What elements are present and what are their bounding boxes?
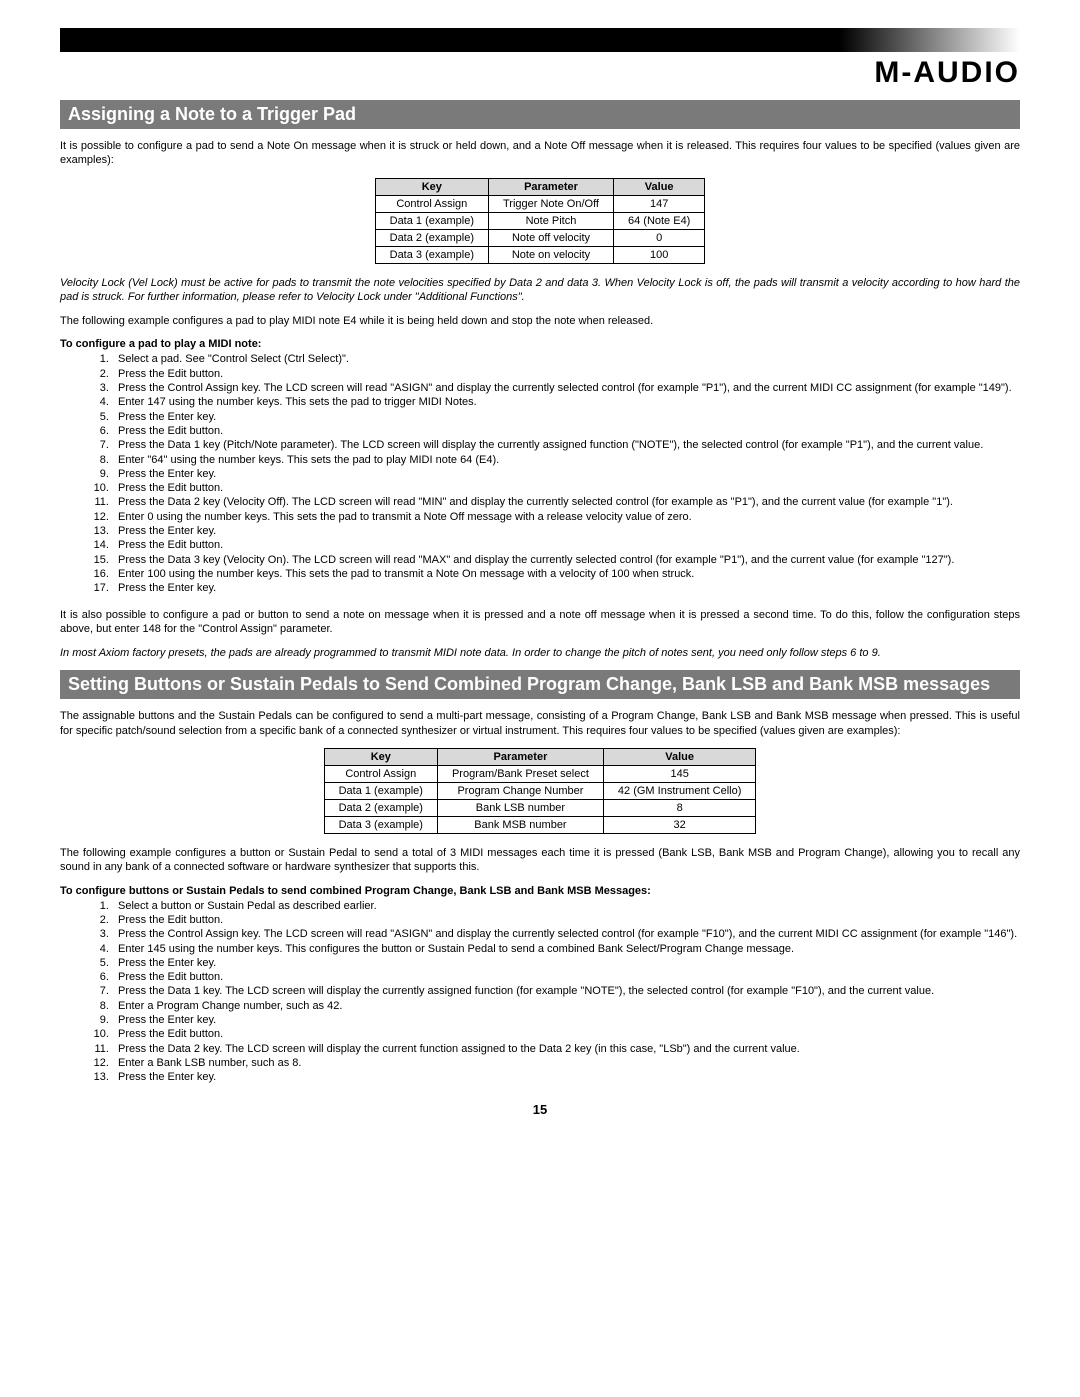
section2-instructions-heading: To configure buttons or Sustain Pedals t…: [60, 885, 1020, 897]
instruction-step: Press the Data 2 key (Velocity Off). The…: [112, 495, 1020, 509]
instruction-step: Press the Data 2 key. The LCD screen wil…: [112, 1042, 1020, 1056]
table-row: Control AssignProgram/Bank Preset select…: [324, 766, 756, 783]
section2-parameter-table: KeyParameterValue Control AssignProgram/…: [324, 748, 757, 834]
section2-steps-list: Select a button or Sustain Pedal as desc…: [60, 899, 1020, 1085]
section1-parameter-table: KeyParameterValue Control AssignTrigger …: [375, 178, 706, 264]
table-cell: Bank LSB number: [437, 800, 603, 817]
table-header-cell: Value: [603, 749, 755, 766]
instruction-step: Press the Edit button.: [112, 367, 1020, 381]
section1-instructions-heading: To configure a pad to play a MIDI note:: [60, 338, 1020, 350]
section1-example-intro: The following example configures a pad t…: [60, 314, 1020, 328]
section1-intro: It is possible to configure a pad to sen…: [60, 139, 1020, 168]
table-row: Data 2 (example)Note off velocity0: [375, 229, 705, 246]
instruction-step: Press the Data 3 key (Velocity On). The …: [112, 553, 1020, 567]
table-cell: 8: [603, 800, 755, 817]
instruction-step: Press the Enter key.: [112, 1013, 1020, 1027]
instruction-step: Enter a Program Change number, such as 4…: [112, 999, 1020, 1013]
table-cell: Data 3 (example): [375, 246, 488, 263]
instruction-step: Press the Enter key.: [112, 524, 1020, 538]
instruction-step: Enter 145 using the number keys. This co…: [112, 942, 1020, 956]
table-cell: 0: [613, 229, 704, 246]
table-header-cell: Key: [324, 749, 437, 766]
section1-title: Assigning a Note to a Trigger Pad: [60, 100, 1020, 129]
table-header-cell: Value: [613, 178, 704, 195]
table-header-cell: Parameter: [437, 749, 603, 766]
table-cell: Program/Bank Preset select: [437, 766, 603, 783]
table-cell: Bank MSB number: [437, 817, 603, 834]
instruction-step: Press the Control Assign key. The LCD sc…: [112, 381, 1020, 395]
instruction-step: Press the Enter key.: [112, 467, 1020, 481]
instruction-step: Press the Edit button.: [112, 1027, 1020, 1041]
table-cell: Data 1 (example): [375, 212, 488, 229]
instruction-step: Press the Edit button.: [112, 424, 1020, 438]
header-gradient-segment: [840, 28, 1020, 52]
instruction-step: Select a pad. See "Control Select (Ctrl …: [112, 352, 1020, 366]
instruction-step: Press the Edit button.: [112, 538, 1020, 552]
table-row: Data 3 (example)Bank MSB number32: [324, 817, 756, 834]
table-row: Data 3 (example)Note on velocity100: [375, 246, 705, 263]
table-cell: 42 (GM Instrument Cello): [603, 783, 755, 800]
instruction-step: Press the Data 1 key. The LCD screen wil…: [112, 984, 1020, 998]
instruction-step: Enter a Bank LSB number, such as 8.: [112, 1056, 1020, 1070]
instruction-step: Enter "64" using the number keys. This s…: [112, 453, 1020, 467]
table-row: Data 2 (example)Bank LSB number8: [324, 800, 756, 817]
section2-title: Setting Buttons or Sustain Pedals to Sen…: [60, 670, 1020, 699]
page-container: M-AUDIO Assigning a Note to a Trigger Pa…: [0, 0, 1080, 1157]
section2-intro: The assignable buttons and the Sustain P…: [60, 709, 1020, 738]
table-cell: Note off velocity: [489, 229, 614, 246]
instruction-step: Press the Enter key.: [112, 956, 1020, 970]
table-header-cell: Parameter: [489, 178, 614, 195]
table-cell: Note Pitch: [489, 212, 614, 229]
instruction-step: Press the Enter key.: [112, 410, 1020, 424]
table-cell: 145: [603, 766, 755, 783]
instruction-step: Press the Edit button.: [112, 913, 1020, 927]
instruction-step: Press the Control Assign key. The LCD sc…: [112, 927, 1020, 941]
instruction-step: Select a button or Sustain Pedal as desc…: [112, 899, 1020, 913]
table-cell: 32: [603, 817, 755, 834]
instruction-step: Enter 147 using the number keys. This se…: [112, 395, 1020, 409]
brand-logo: M-AUDIO: [60, 56, 1020, 90]
table-cell: Data 3 (example): [324, 817, 437, 834]
section2-example-intro: The following example configures a butto…: [60, 846, 1020, 875]
table-cell: Control Assign: [324, 766, 437, 783]
table-cell: Control Assign: [375, 195, 488, 212]
table-cell: Data 2 (example): [375, 229, 488, 246]
table-row: Data 1 (example)Program Change Number42 …: [324, 783, 756, 800]
header-bar: [60, 28, 1020, 52]
section1-steps-list: Select a pad. See "Control Select (Ctrl …: [60, 352, 1020, 595]
table-header-cell: Key: [375, 178, 488, 195]
header-black-segment: [60, 28, 840, 52]
table-cell: Data 1 (example): [324, 783, 437, 800]
section1-velocity-note: Velocity Lock (Vel Lock) must be active …: [60, 276, 1020, 305]
instruction-step: Press the Edit button.: [112, 970, 1020, 984]
table-cell: Data 2 (example): [324, 800, 437, 817]
table-cell: Trigger Note On/Off: [489, 195, 614, 212]
section1-footnote-2: In most Axiom factory presets, the pads …: [60, 646, 1020, 660]
table-cell: 147: [613, 195, 704, 212]
table-row: Control AssignTrigger Note On/Off147: [375, 195, 705, 212]
instruction-step: Press the Enter key.: [112, 1070, 1020, 1084]
instruction-step: Enter 0 using the number keys. This sets…: [112, 510, 1020, 524]
table-cell: 100: [613, 246, 704, 263]
instruction-step: Press the Edit button.: [112, 481, 1020, 495]
table-cell: Program Change Number: [437, 783, 603, 800]
instruction-step: Enter 100 using the number keys. This se…: [112, 567, 1020, 581]
table-row: Data 1 (example)Note Pitch64 (Note E4): [375, 212, 705, 229]
section1-footnote-1: It is also possible to configure a pad o…: [60, 608, 1020, 637]
instruction-step: Press the Data 1 key (Pitch/Note paramet…: [112, 438, 1020, 452]
table-cell: 64 (Note E4): [613, 212, 704, 229]
instruction-step: Press the Enter key.: [112, 581, 1020, 595]
table-cell: Note on velocity: [489, 246, 614, 263]
page-number: 15: [60, 1102, 1020, 1117]
